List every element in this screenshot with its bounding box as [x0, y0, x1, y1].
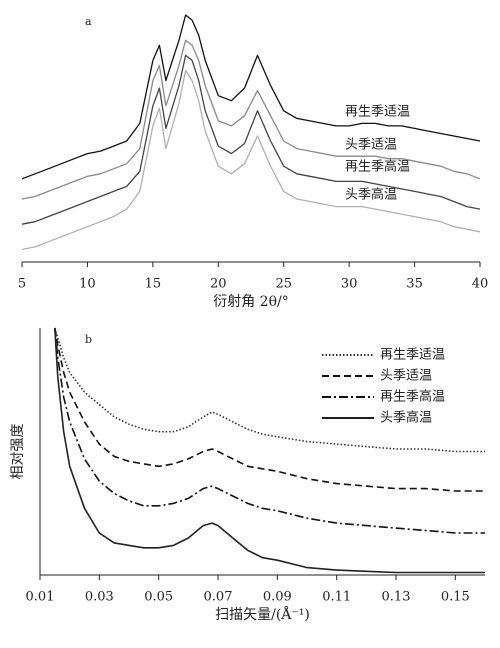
x-tick-label: 25: [275, 277, 292, 292]
x-tick-label: 30: [341, 277, 358, 292]
x-tick-label: 0.03: [85, 590, 114, 605]
x-tick-label: 0.13: [382, 590, 411, 605]
series-line: [54, 327, 485, 492]
x-tick-label: 15: [145, 277, 162, 292]
legend-label: 头季适温: [380, 369, 432, 384]
x-tick-label: 0.11: [322, 590, 351, 605]
series-line: [54, 327, 485, 534]
x-tick-label: 20: [210, 277, 227, 292]
legend-label: 再生季适温: [380, 348, 445, 363]
series-line: [21, 54, 481, 225]
x-tick-label: 0.07: [204, 590, 233, 605]
panel-label: b: [85, 333, 92, 346]
x-tick-label: 35: [406, 277, 423, 292]
y-axis-label: 相对强度: [10, 424, 26, 480]
x-tick-label: 0.05: [144, 590, 173, 605]
series-line: [21, 69, 481, 251]
x-tick-label: 0.01: [26, 590, 55, 605]
x-tick-label: 10: [79, 277, 96, 292]
series-label: 头季适温: [345, 138, 397, 153]
series-label: 再生季高温: [345, 159, 410, 175]
series-label: 头季高温: [345, 187, 397, 203]
x-axis-label: 扫描矢量/(Å⁻¹): [215, 605, 310, 623]
x-tick-label: 5: [18, 277, 26, 292]
x-tick-label: 0.15: [441, 590, 470, 605]
x-tick-label: 0.09: [263, 590, 292, 605]
series-label: 再生季适温: [345, 105, 410, 120]
legend-label: 头季高温: [380, 410, 432, 426]
legend-label: 再生季高温: [380, 389, 445, 405]
series-line: [54, 327, 485, 574]
x-tick-label: 40: [472, 277, 489, 292]
series-line: [54, 327, 485, 453]
x-axis-label: 衍射角 2θ/°: [213, 294, 289, 310]
series-line: [21, 39, 481, 200]
panel-label: a: [85, 15, 92, 28]
series-line: [21, 14, 481, 180]
